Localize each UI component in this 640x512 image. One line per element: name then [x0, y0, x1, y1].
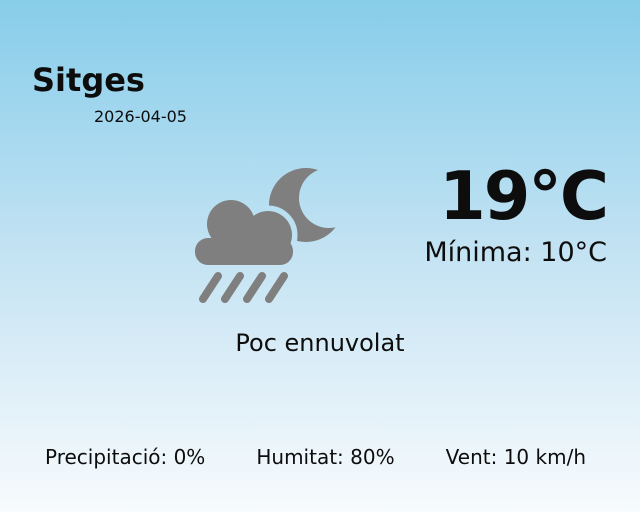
temperature-block: 19°C Mínima: 10°C: [424, 157, 609, 269]
current-temperature: 19°C: [439, 157, 609, 235]
rain-icon: [199, 272, 288, 303]
minimum-temperature: Mínima: 10°C: [424, 237, 607, 268]
wind-stat: Vent: 10 km/h: [445, 445, 586, 469]
humidity-stat: Humitat: 80%: [256, 445, 395, 469]
stats-row: Precipitació: 0% Humitat: 80% Vent: 10 k…: [45, 444, 586, 470]
precipitation-stat: Precipitació: 0%: [45, 445, 206, 469]
cloud-moon-rain-icon: [195, 168, 343, 303]
cloud-icon: [195, 200, 293, 265]
location-title: Sitges: [32, 61, 145, 99]
condition-text: Poc ennuvolat: [235, 329, 405, 357]
date-text: 2026-04-05: [94, 107, 187, 126]
